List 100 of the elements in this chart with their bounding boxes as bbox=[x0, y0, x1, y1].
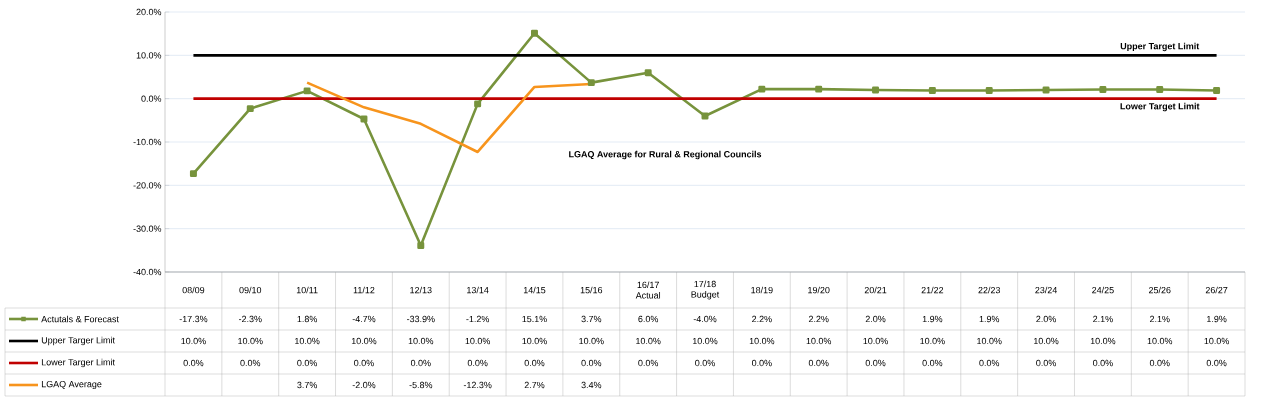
x-tick-label: 25/26 bbox=[1148, 286, 1171, 294]
point bbox=[1156, 86, 1164, 94]
data-label: -1.2% bbox=[466, 315, 490, 323]
data-label: 10.0% bbox=[806, 337, 832, 345]
data-label: 10.0% bbox=[522, 337, 547, 345]
data-label: 0.0% bbox=[922, 359, 943, 367]
data-label: 10.0% bbox=[351, 337, 377, 345]
y-tick-label: 20.0% bbox=[136, 8, 162, 16]
data-label: 0.0% bbox=[1206, 359, 1227, 367]
data-label: 15.1% bbox=[522, 315, 547, 323]
x-tick-label: 17/18 Budget bbox=[691, 280, 720, 300]
x-tick-label: 26/27 bbox=[1205, 286, 1228, 294]
y-tick-label: -40.0% bbox=[133, 268, 162, 276]
data-label: 10.0% bbox=[1204, 337, 1229, 345]
point bbox=[815, 85, 823, 93]
y-tick-label: -10.0% bbox=[133, 138, 162, 146]
data-label: 10.0% bbox=[1090, 337, 1116, 345]
point bbox=[985, 86, 993, 94]
data-label: 10.0% bbox=[1034, 337, 1059, 345]
annotation: LGAQ Average for Rural & Regional Councils bbox=[569, 150, 762, 160]
data-label: -17.3% bbox=[179, 315, 208, 323]
data-label: 2.7% bbox=[524, 381, 545, 389]
y-tick-label: 10.0% bbox=[136, 52, 162, 59]
legend-label: Upper Targer Limit bbox=[41, 336, 115, 346]
data-label: 10.0% bbox=[181, 337, 206, 345]
data-label: 0.0% bbox=[1093, 359, 1113, 367]
x-tick-label: 14/15 bbox=[523, 286, 546, 294]
data-label: -12.3% bbox=[463, 381, 492, 389]
data-label: -4.7% bbox=[352, 315, 376, 323]
data-label: 10.0% bbox=[692, 337, 718, 345]
data-label: 10.0% bbox=[579, 337, 604, 345]
data-label: 0.0% bbox=[410, 359, 431, 367]
data-label: -2.0% bbox=[352, 381, 376, 389]
data-label: 0.0% bbox=[240, 359, 261, 367]
x-tick-label: 13/14 bbox=[467, 286, 489, 294]
data-label: 10.0% bbox=[636, 337, 661, 345]
y-tick-label: -20.0% bbox=[133, 182, 162, 189]
point bbox=[189, 170, 197, 178]
x-tick-label: 23/24 bbox=[1035, 286, 1057, 294]
data-label: 0.0% bbox=[524, 359, 545, 367]
data-label: 2.1% bbox=[1093, 315, 1113, 323]
data-label: -5.8% bbox=[409, 381, 433, 389]
data-label: 3.7% bbox=[297, 381, 318, 389]
data-label: -4.0% bbox=[693, 315, 717, 323]
data-label: 1.9% bbox=[922, 315, 943, 323]
data-label: 2.1% bbox=[1149, 315, 1170, 323]
point bbox=[530, 29, 538, 37]
point bbox=[644, 69, 652, 77]
x-tick-label: 08/09 bbox=[182, 286, 205, 294]
point bbox=[928, 86, 936, 94]
data-label: 2.0% bbox=[1036, 315, 1056, 323]
point bbox=[1213, 86, 1221, 94]
data-label: 1.8% bbox=[297, 315, 318, 323]
annotation: Lower Target Limit bbox=[1120, 102, 1200, 112]
data-label: 0.0% bbox=[1149, 359, 1170, 367]
point bbox=[1042, 86, 1050, 94]
x-tick-label: 24/25 bbox=[1092, 286, 1114, 294]
data-label: 10.0% bbox=[295, 337, 320, 345]
data-label: 2.0% bbox=[865, 315, 886, 323]
data-label: 10.0% bbox=[863, 337, 888, 345]
data-label: 10.0% bbox=[1147, 337, 1173, 345]
x-tick-label: 22/23 bbox=[978, 286, 1001, 294]
x-tick-label: 10/11 bbox=[296, 286, 318, 294]
point bbox=[1099, 86, 1107, 94]
data-label: 0.0% bbox=[581, 359, 602, 367]
data-label: 0.0% bbox=[808, 359, 829, 367]
legend-label: LGAQ Average bbox=[41, 380, 102, 390]
x-tick-label: 16/17 Actual bbox=[635, 281, 661, 299]
data-label: 3.4% bbox=[581, 381, 602, 389]
data-label: 10.0% bbox=[238, 337, 263, 345]
legend-label: Lower Targer Limit bbox=[41, 358, 115, 368]
data-label: 6.0% bbox=[638, 315, 659, 323]
data-label: 10.0% bbox=[920, 337, 945, 345]
x-tick-label: 19/20 bbox=[808, 286, 830, 294]
point bbox=[587, 79, 595, 87]
data-label: -2.3% bbox=[238, 315, 262, 323]
data-label: 0.0% bbox=[183, 359, 204, 367]
data-label: 0.0% bbox=[979, 359, 1000, 367]
data-label: 0.0% bbox=[695, 359, 715, 367]
point bbox=[758, 85, 766, 93]
point bbox=[872, 86, 880, 94]
data-label: 10.0% bbox=[465, 337, 491, 345]
data-label: -33.9% bbox=[407, 315, 435, 323]
point bbox=[360, 115, 368, 123]
point bbox=[474, 100, 482, 108]
x-tick-label: 15/16 bbox=[580, 286, 603, 294]
data-label: 0.0% bbox=[865, 359, 886, 367]
data-label: 0.0% bbox=[751, 359, 772, 367]
data-label: 0.0% bbox=[354, 359, 374, 367]
x-tick-label: 12/13 bbox=[410, 286, 432, 294]
point bbox=[417, 242, 425, 250]
data-label: 10.0% bbox=[408, 337, 434, 345]
x-tick-label: 20/21 bbox=[864, 286, 887, 294]
data-label: 2.2% bbox=[752, 315, 772, 323]
x-tick-label: 11/12 bbox=[353, 286, 375, 294]
data-label: 0.0% bbox=[467, 359, 488, 367]
data-label: 0.0% bbox=[1036, 359, 1056, 367]
data-label: 1.9% bbox=[1207, 315, 1227, 323]
data-label: 10.0% bbox=[749, 337, 775, 345]
data-label: 1.9% bbox=[979, 315, 1000, 323]
